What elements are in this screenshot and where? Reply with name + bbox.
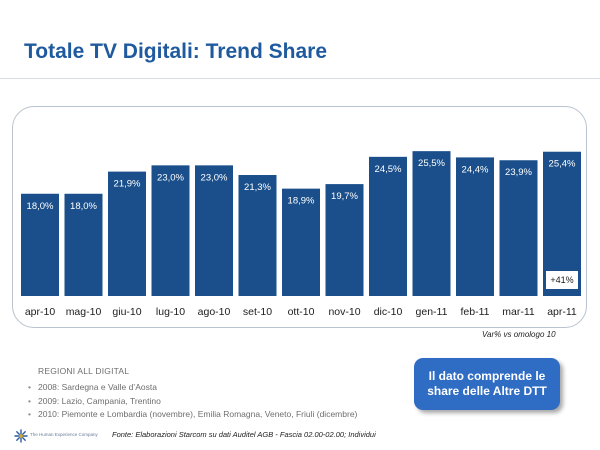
x-tick-label: apr-10	[25, 306, 56, 318]
x-tick-label: giu-10	[112, 306, 141, 318]
x-tick-label: nov-10	[328, 306, 360, 318]
bar-feb-11	[456, 157, 494, 296]
x-tick-label: set-10	[243, 306, 272, 318]
bar-value-label: 19,7%	[331, 191, 358, 202]
region-item-text: 2008: Sardegna e Valle d’Aosta	[38, 382, 157, 392]
bullet-icon: •	[28, 382, 31, 392]
bar-value-label: 18,0%	[27, 201, 54, 212]
bar-apr-10	[21, 193, 59, 296]
x-tick-label: ott-10	[288, 306, 315, 318]
company-name: The Human Experience Company	[30, 432, 98, 437]
bullet-icon: •	[28, 395, 31, 406]
x-tick-label: gen-11	[416, 306, 448, 318]
company-logo-icon	[14, 429, 28, 443]
bar-value-label: 23,0%	[201, 172, 228, 183]
bar-value-label: 21,9%	[114, 179, 141, 190]
bar-chart: 18,0% apr-10 18,0% mag-10 21,9% giu-10 23,0% lu…	[21, 151, 581, 318]
bullet-icon: •	[28, 409, 31, 419]
bar-nov-10	[325, 184, 364, 296]
regions-list: • 2008: Sardegna e Valle d’Aosta • 2009: L…	[28, 381, 357, 422]
x-tick-label: feb-11	[461, 306, 490, 318]
callout-line-2: share delle Altre DTT	[427, 384, 547, 398]
bar-set-10	[238, 175, 277, 296]
callout-line-1: Il dato comprende le	[428, 369, 546, 383]
bar-lug-10	[151, 165, 190, 296]
bar-value-label: 23,0%	[157, 172, 184, 183]
x-tick-label: mag-10	[66, 306, 102, 318]
region-item: • 2010: Piemonte e Lombardia (novembre), …	[28, 408, 357, 422]
bar-value-label: 18,9%	[288, 196, 315, 207]
bar-gen-11	[412, 151, 451, 296]
x-tick-label: mar-11	[502, 306, 535, 318]
growth-label-background	[546, 271, 578, 289]
growth-annotation: +41%	[550, 275, 573, 285]
bar-mar-11	[499, 160, 538, 296]
x-tick-label: lug-10	[156, 306, 185, 318]
bar-value-label: 24,5%	[375, 164, 402, 175]
bar-mag-10	[64, 193, 103, 296]
bar-giu-10	[108, 171, 146, 296]
title-divider	[0, 78, 600, 79]
bar-ott-10	[282, 188, 320, 296]
x-tick-label: apr-11	[547, 306, 577, 318]
region-item: • 2009: Lazio, Campania, Trentino	[28, 395, 357, 409]
region-item: • 2008: Sardegna e Valle d’Aosta	[28, 381, 357, 395]
bar-dic-10	[369, 156, 407, 296]
callout-box: Il dato comprende le share delle Altre D…	[414, 358, 560, 410]
variation-note: Var% vs omologo 10	[482, 330, 556, 339]
chart-panel: 18,0% apr-10 18,0% mag-10 21,9% giu-10 23,0% lu…	[12, 106, 587, 328]
bar-value-label: 24,4%	[462, 164, 489, 175]
bar-value-label: 23,9%	[505, 167, 532, 178]
bar-value-label: 25,5%	[418, 158, 445, 169]
source-note: Fonte: Elaborazioni Starcom su dati Audi…	[112, 430, 376, 439]
region-item-text: 2010: Piemonte e Lombardia (novembre), E…	[38, 409, 358, 419]
regions-heading: REGIONI ALL DIGITAL	[38, 366, 130, 376]
bar-ago-10	[195, 165, 233, 296]
slide-title: Totale TV Digitali: Trend Share	[24, 40, 327, 63]
region-item-text: 2009: Lazio, Campania, Trentino	[38, 395, 161, 406]
bar-value-label: 21,3%	[244, 182, 271, 193]
x-tick-label: dic-10	[374, 306, 403, 318]
bar-value-label: 25,4%	[549, 159, 576, 170]
x-tick-label: ago-10	[198, 306, 231, 318]
bar-value-label: 18,0%	[70, 201, 97, 212]
